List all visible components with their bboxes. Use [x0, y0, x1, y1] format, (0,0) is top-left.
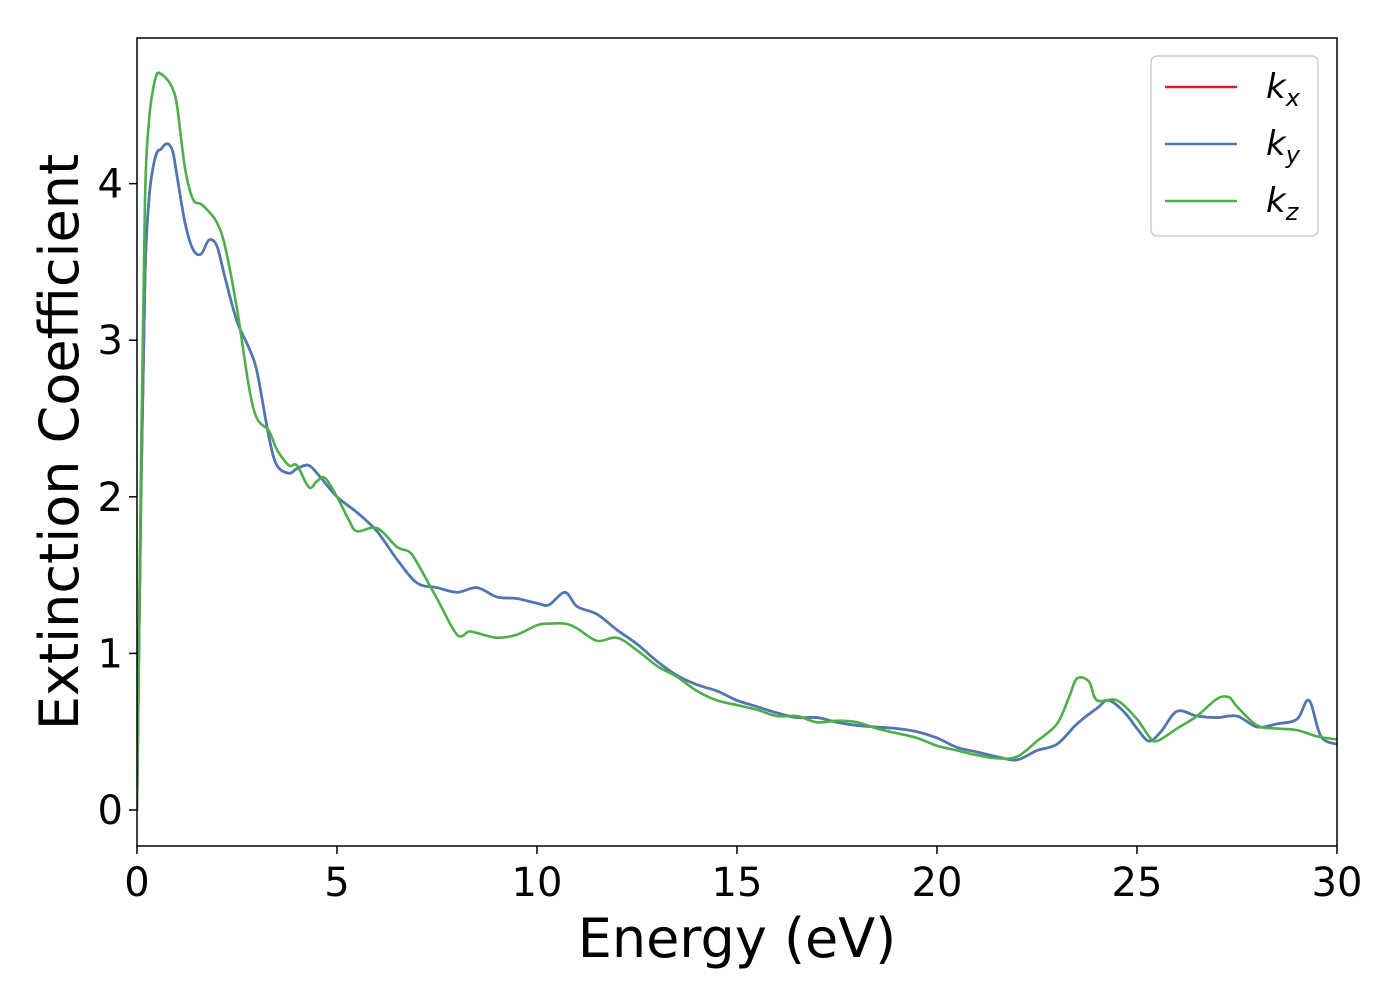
y-axis-label: Extinction Coefficient	[28, 154, 91, 730]
y-axis-ticks: 0 1 2 3 4	[98, 162, 137, 834]
legend: kx ky kz	[1150, 55, 1319, 237]
x-axis-label: Energy (eV)	[578, 907, 897, 970]
legend-label-kx: kx	[1266, 67, 1301, 112]
x-tick-label: 5	[324, 860, 349, 906]
y-tick-label: 2	[98, 475, 123, 521]
x-tick-label: 30	[1312, 860, 1363, 906]
x-tick-label: 20	[912, 860, 963, 906]
x-tick-label: 0	[124, 860, 149, 906]
series-line-kz	[137, 71, 1337, 812]
legend-box	[1150, 55, 1319, 237]
y-tick-label: 4	[98, 162, 123, 208]
x-axis-ticks: 0 5 10 15 20 25 30	[124, 846, 1362, 906]
x-tick-label: 25	[1112, 860, 1163, 906]
y-tick-label: 1	[98, 631, 123, 677]
y-tick-label: 0	[98, 788, 123, 834]
legend-label-kz: kz	[1266, 181, 1300, 226]
series-line-ky	[137, 142, 1337, 812]
x-tick-label: 15	[712, 860, 763, 906]
series-layer	[137, 71, 1337, 812]
legend-label-ky: ky	[1266, 124, 1301, 169]
x-tick-label: 10	[512, 860, 563, 906]
y-tick-label: 3	[98, 318, 123, 364]
